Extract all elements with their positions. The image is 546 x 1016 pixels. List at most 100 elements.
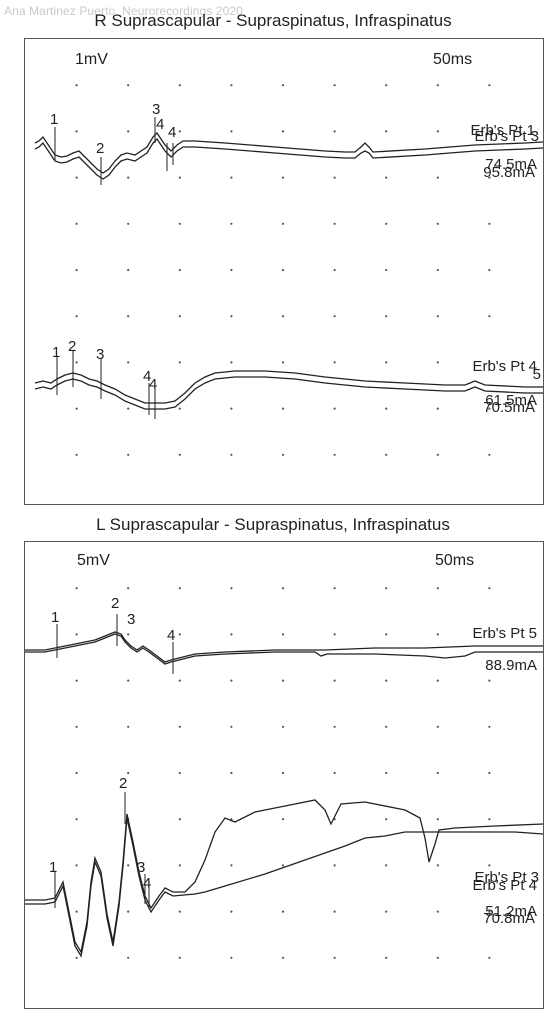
grid-dot [436,268,439,272]
grid-dot [333,176,336,179]
grid-dot [436,315,439,318]
grid-dot [281,818,285,821]
grid-dot [436,864,439,867]
grid-dot [333,864,336,867]
grid-dot [488,84,491,87]
trace-top-2b [34,376,543,410]
marker-label: 4 [149,376,157,393]
grid-dot [230,407,233,410]
grid-dot [178,84,181,87]
grid-dot [281,130,285,133]
grid-dot [333,222,336,225]
trace-top-1a [34,131,543,174]
stim-label: 95.8mA [483,164,535,181]
grid-dot [385,771,388,775]
grid-dot [488,407,491,410]
grid-dot [75,315,78,318]
grid-dot [127,864,130,867]
grid-dot [385,587,388,590]
grid-dot [75,956,78,959]
grid-dot [178,587,181,590]
grid-dot [127,222,130,225]
grid-dot [333,84,336,87]
grid-dot [75,130,78,133]
grid-dot [75,864,78,867]
grid-dot [385,818,388,821]
grid-dot [230,864,233,867]
grid-dot [230,725,233,728]
top-grid [75,84,491,456]
site-label: 5 [533,366,541,383]
grid-dot [488,130,491,133]
grid-dot [127,315,130,318]
bottom-waveform-plot: 1 2 3 4 1 2 3 4 Erb's Pt 5 88.9mA Erb's … [25,587,543,959]
grid-dot [436,633,439,636]
grid-dot [488,176,491,179]
grid-dot [178,130,181,133]
grid-dot [178,361,181,364]
marker-label: 4 [168,124,176,141]
grid-dot [436,910,439,913]
grid-dot [127,679,130,682]
grid-dot [488,679,491,682]
grid-dot [281,315,285,318]
grid-dot [230,956,233,959]
grid-dot [436,771,439,775]
grid-dot [488,771,491,775]
grid-dot [127,587,130,590]
grid-dot [281,268,285,272]
grid-dot [385,130,388,133]
grid-dot [385,268,388,272]
watermark-text: Ana Martinez Puerto. Neurorecordings 202… [4,4,243,18]
grid-dot [127,407,130,410]
grid-dot [178,453,181,456]
marker-label: 1 [51,609,59,626]
grid-dot [488,956,491,959]
site-label: Erb's Pt 4 [472,358,537,375]
site-label: Erb's Pt 1 [470,122,535,139]
grid-dot [385,176,388,179]
marker-label: 4 [143,875,151,892]
marker-label: 1 [50,111,58,128]
grid-dot [436,956,439,959]
marker-label: 3 [127,611,135,628]
stim-label: 51.2mA [485,903,537,920]
trace-bottom-1b [25,633,543,665]
grid-dot [385,407,388,410]
grid-dot [436,725,439,728]
grid-dot [127,268,130,272]
grid-dot [333,587,336,590]
grid-dot [281,587,285,590]
grid-dot [281,453,285,456]
grid-dot [333,407,336,410]
grid-dot [230,268,233,272]
grid-dot [75,453,78,456]
grid-dot [488,268,491,272]
grid-dot [333,633,336,636]
grid-dot [281,633,285,636]
grid-dot [385,453,388,456]
grid-dot [436,176,439,179]
grid-dot [333,910,336,913]
grid-dot [488,361,491,364]
grid-dot [385,84,388,87]
grid-dot [333,315,336,318]
bottom-gain-label: 5mV [77,552,110,569]
grid-dot [75,725,78,728]
grid-dot [127,725,130,728]
grid-dot [385,633,388,636]
grid-dot [127,771,130,775]
marker-label: 2 [111,595,119,612]
grid-dot [178,633,181,636]
grid-dot [127,176,130,179]
grid-dot [488,315,491,318]
grid-dot [230,453,233,456]
grid-dot [488,864,491,867]
grid-dot [127,130,130,133]
stim-label: 74.5mA [485,156,537,173]
grid-dot [385,361,388,364]
grid-dot [385,725,388,728]
site-label: Erb's Pt 3 [474,869,539,886]
grid-dot [230,587,233,590]
grid-dot [75,633,78,636]
